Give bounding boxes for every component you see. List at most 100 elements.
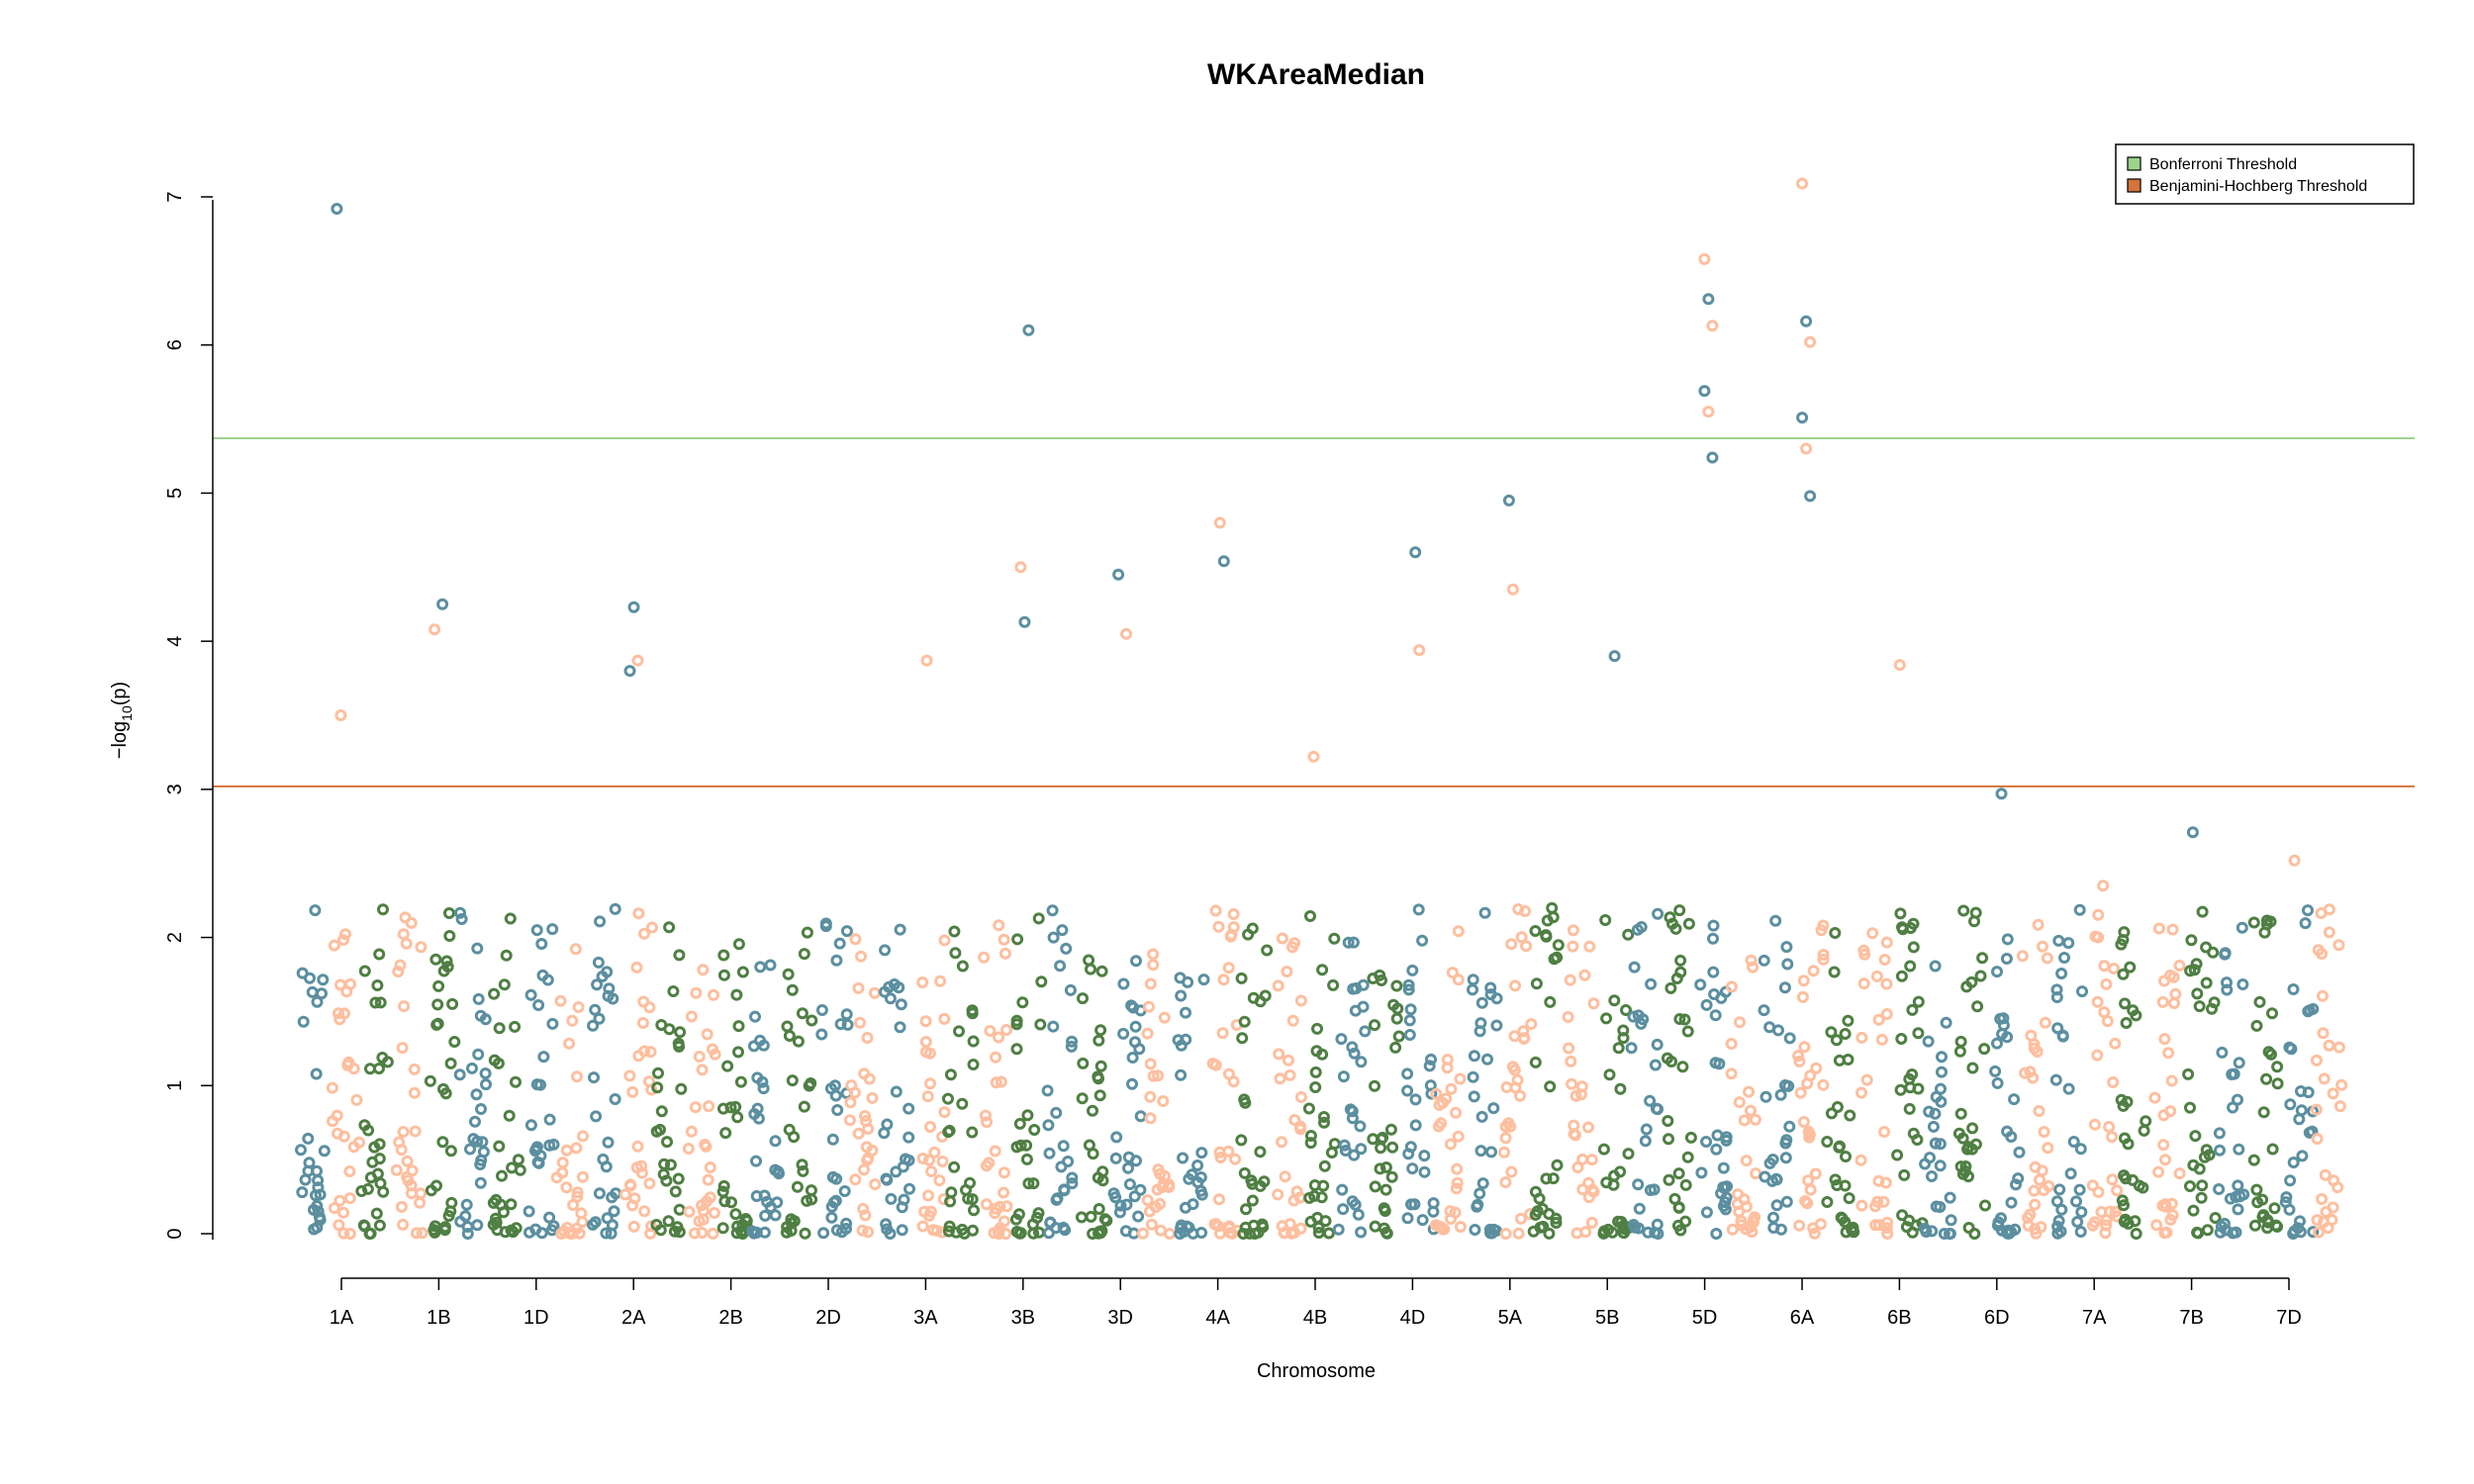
snp-point [523,1205,535,1218]
snp-point [1898,1168,1911,1181]
snp-point [1274,1072,1286,1085]
snp-point [2148,1091,2161,1104]
snp-point [2019,1067,2032,1079]
snp-point [967,1059,980,1070]
snp-point [2266,1143,2279,1156]
snp-point [707,1227,719,1240]
snp-point [1608,994,1621,1007]
snp-point [1829,1173,1842,1186]
snp-point [868,986,881,999]
snp-point [2108,963,2120,974]
snp-point [664,1159,677,1171]
y-tick-label: 3 [164,784,186,794]
snp-point [1551,951,1564,964]
snp-point [510,1222,523,1235]
snp-point [1225,928,1238,941]
snp-point [1066,1035,1078,1048]
snp-point [444,1057,457,1069]
snp-point [1711,1129,1724,1142]
snp-point [546,923,559,936]
snp-point [1476,1177,1489,1190]
snp-point [2182,1067,2195,1080]
snp-point [1122,1161,1134,1174]
snp-point [1075,1211,1088,1224]
x-tick-label: 7D [2276,1307,2302,1329]
snp-point [296,1186,309,1199]
snp-point [1451,1176,1464,1189]
snp-point [2207,946,2220,959]
snp-point [998,1215,1010,1228]
snp-point [2025,1029,2038,1042]
snp-point [1672,1201,1685,1214]
snp-point [1485,1227,1498,1240]
snp-point [2221,976,2233,989]
snp-point [1367,973,1380,984]
snp-point [1109,1152,1122,1164]
snp-point [643,1001,656,1014]
snp-point [524,1119,537,1132]
snp-point [302,1132,315,1145]
snp-point [1681,1151,1694,1163]
snp-point [729,1208,742,1221]
snp-point [2261,1222,2274,1235]
snp-point [2138,1124,2150,1137]
snp-point [1893,659,1906,672]
snp-point [966,1126,979,1139]
snp-point [1529,1185,1542,1198]
x-tick-label: 5A [1498,1307,1523,1329]
y-tick-label: 5 [164,488,186,499]
snp-point [1195,1188,1208,1201]
snp-point [1454,1072,1467,1085]
snp-point [2218,1217,2231,1230]
snp-point [1235,1134,1248,1147]
snp-point [1405,1198,1417,1211]
snp-point [1598,1225,1611,1238]
snp-point [572,1001,585,1013]
snp-point [2248,1219,2261,1232]
snp-point [1597,1143,1610,1156]
snp-point [2071,1216,2084,1228]
x-tick-label: 2A [621,1307,646,1329]
snp-point [631,654,644,667]
snp-point [443,907,455,919]
snp-point [849,1173,862,1186]
snp-point [1066,1171,1079,1184]
snp-point [1336,1183,1349,1196]
snp-point [2228,1067,2240,1080]
snp-point [717,1179,730,1192]
snp-point [2327,1087,2339,1100]
snp-point [1817,953,1830,966]
snp-point [1872,1174,1885,1187]
snp-point [936,1156,949,1167]
snp-point [1412,903,1425,916]
snp-point [1779,1079,1791,1091]
snp-point [2022,1219,2035,1232]
snp-point [896,1224,908,1237]
snp-point [1354,1120,1367,1133]
snp-point [998,1166,1010,1179]
snp-point [1484,988,1497,1001]
snp-point [1679,1178,1692,1191]
snp-point [2051,1227,2064,1240]
snp-point [928,1146,941,1159]
snp-point [1317,1111,1330,1123]
snp-point [968,1204,980,1217]
x-tick-label: 1A [330,1307,354,1329]
snp-point [1223,1222,1236,1235]
snp-point [401,1155,414,1167]
snp-point [1499,1228,1512,1240]
snp-point [1416,1214,1429,1227]
x-tick-label: 7B [2179,1307,2203,1329]
snp-point [1249,1228,1262,1240]
snp-point [697,964,710,976]
snp-point [1378,1202,1390,1215]
snp-point [1087,1148,1099,1160]
snp-point [1020,1139,1033,1152]
snp-point [2332,939,2345,952]
snp-point [1467,983,1478,996]
snp-point [368,1141,381,1154]
snp-point [1603,1068,1616,1081]
snp-point [1706,451,1719,464]
snp-point [750,1226,763,1239]
snp-point [2319,1168,2331,1181]
